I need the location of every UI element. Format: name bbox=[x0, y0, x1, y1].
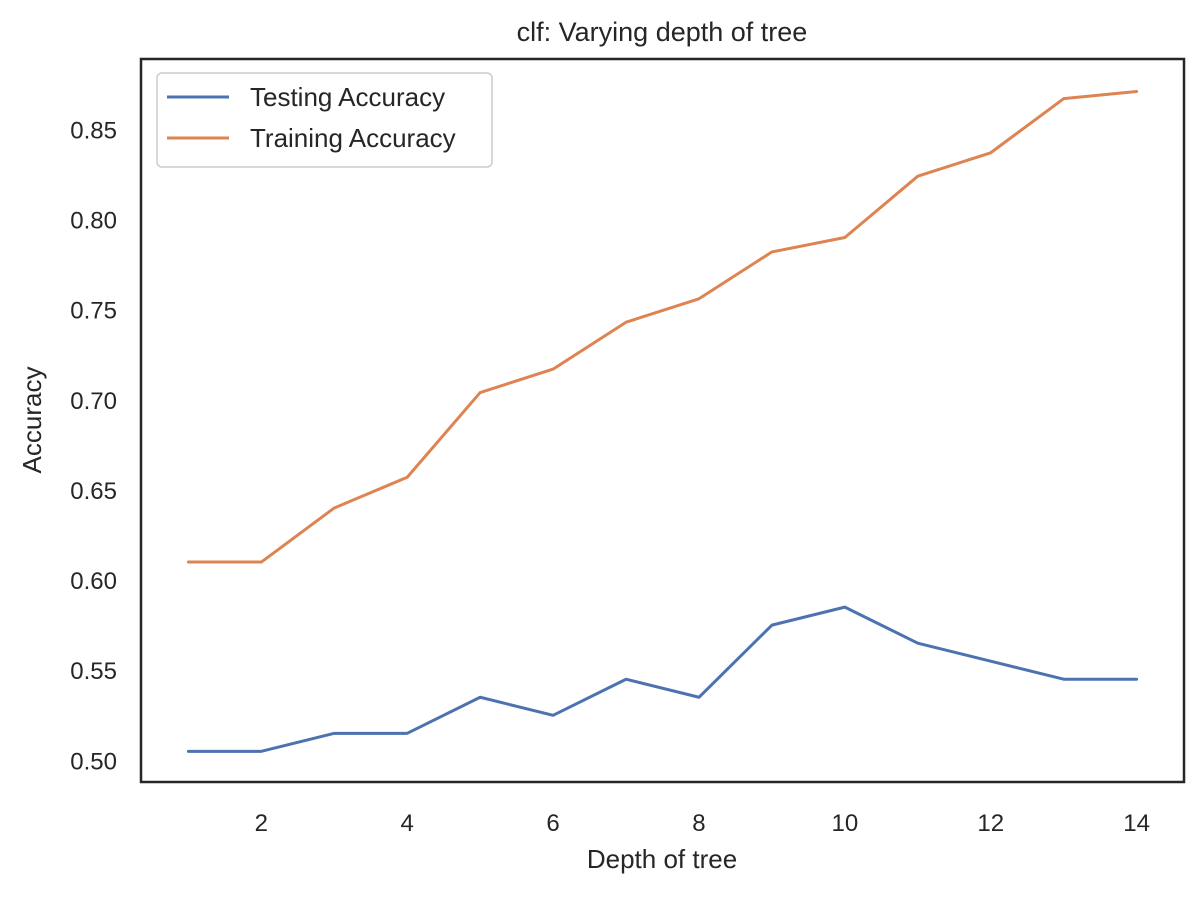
chart-title: clf: Varying depth of tree bbox=[517, 17, 808, 47]
y-tick-label: 0.75 bbox=[70, 298, 117, 325]
x-tick-label: 4 bbox=[401, 810, 414, 837]
legend-box bbox=[156, 72, 493, 168]
x-tick-label: 12 bbox=[977, 810, 1004, 837]
series-line-training-accuracy bbox=[186, 89, 1139, 564]
y-tick-label: 0.70 bbox=[70, 388, 117, 415]
y-axis-ticks: 0.50 0.55 0.60 0.65 0.70 0.75 0.80 0.85 bbox=[70, 117, 117, 775]
y-tick-label: 0.60 bbox=[70, 568, 117, 595]
x-tick-label: 14 bbox=[1123, 810, 1150, 837]
x-axis-ticks: 2 4 6 8 10 12 14 bbox=[255, 810, 1150, 837]
plot-area-frame bbox=[139, 57, 1186, 784]
x-axis-label: Depth of tree bbox=[587, 844, 737, 874]
y-tick-label: 0.55 bbox=[70, 658, 117, 685]
legend: Testing Accuracy Training Accuracy bbox=[156, 72, 493, 168]
legend-label-training-accuracy: Training Accuracy bbox=[250, 123, 456, 153]
y-axis-label: Accuracy bbox=[17, 367, 47, 474]
x-tick-label: 2 bbox=[255, 810, 268, 837]
y-tick-label: 0.50 bbox=[70, 748, 117, 775]
series-layer bbox=[186, 89, 1139, 753]
x-tick-label: 8 bbox=[692, 810, 705, 837]
y-tick-label: 0.80 bbox=[70, 207, 117, 234]
legend-label-testing-accuracy: Testing Accuracy bbox=[250, 82, 445, 112]
y-tick-label: 0.65 bbox=[70, 478, 117, 505]
x-tick-label: 6 bbox=[546, 810, 559, 837]
y-tick-label: 0.85 bbox=[70, 117, 117, 144]
series-line-testing-accuracy bbox=[186, 605, 1139, 753]
x-tick-label: 10 bbox=[831, 810, 858, 837]
